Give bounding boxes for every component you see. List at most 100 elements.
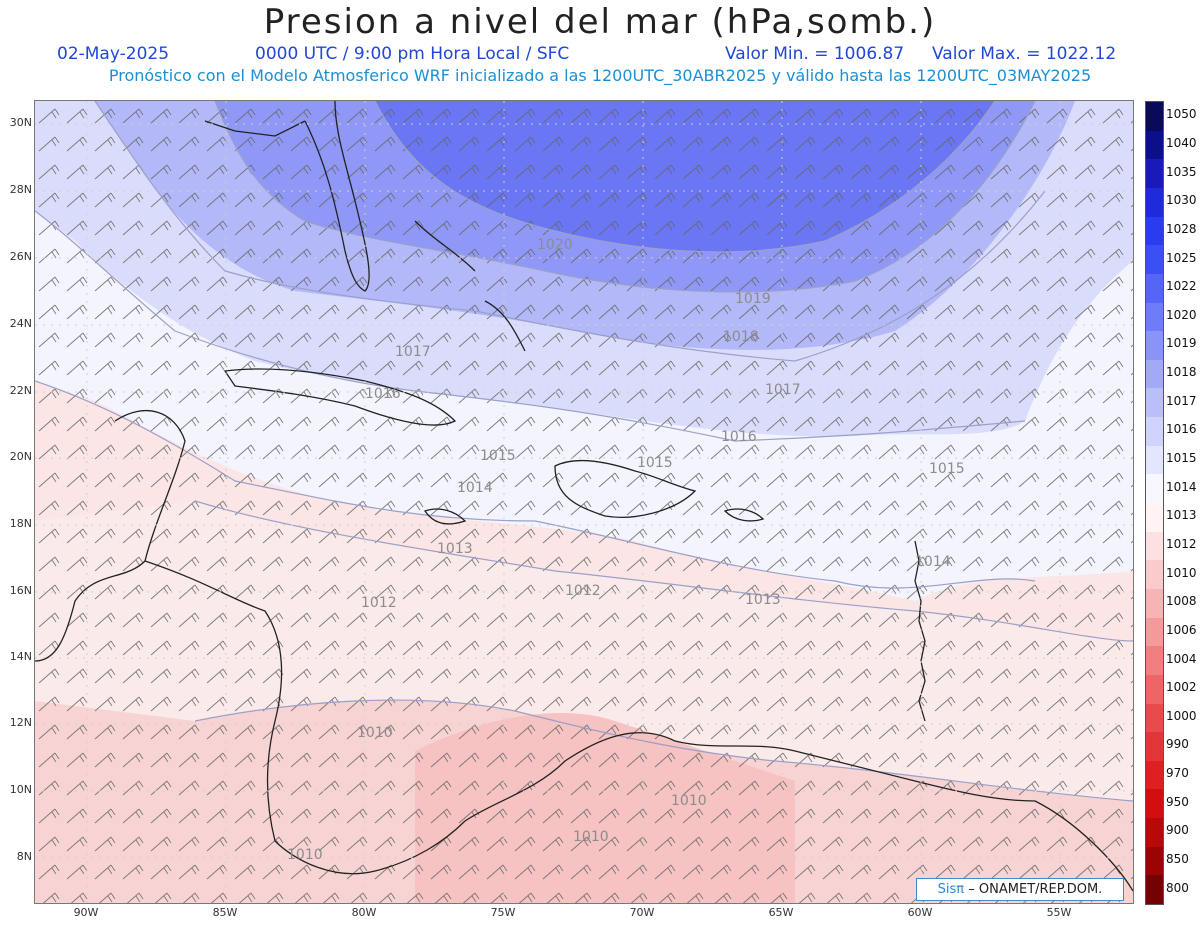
lat-label: 28N — [9, 183, 32, 196]
date-label: 02-May-2025 — [57, 44, 170, 64]
isobar-label: 1015 — [929, 461, 965, 477]
isobar-labels: 1020 1019 1018 1017 1017 1016 1016 1015 … — [287, 237, 965, 863]
colorbar-cell — [1146, 818, 1163, 848]
lat-label: 8N — [16, 850, 32, 863]
colorbar-label: 1025 — [1166, 250, 1197, 265]
lat-label: 12N — [9, 716, 32, 729]
lon-label: 60W — [907, 906, 933, 919]
brand-org-text: – ONAMET/REP.DOM. — [968, 882, 1103, 897]
colorbar-cell — [1146, 560, 1163, 590]
min-value-label: Valor Min. = 1006.87 — [725, 44, 905, 64]
colorbar-cell — [1146, 445, 1163, 475]
colorbar-label: 1016 — [1166, 422, 1197, 437]
lon-label: 55W — [1046, 906, 1072, 919]
isobar-label: 1010 — [671, 793, 707, 809]
colorbar-cell — [1146, 474, 1163, 504]
pressure-map: 1020 1019 1018 1017 1017 1016 1016 1015 … — [35, 101, 1133, 903]
colorbar-cell — [1146, 703, 1163, 733]
lon-label: 70W — [629, 906, 655, 919]
south-america-coast — [464, 732, 1133, 892]
colorbar-cell — [1146, 187, 1163, 218]
coastlines — [35, 101, 1133, 892]
isobar-label: 1016 — [365, 386, 401, 402]
isobar-label: 1017 — [765, 382, 801, 398]
forecast-subtitle: Pronóstico con el Modelo Atmosferico WRF… — [108, 66, 1092, 85]
colorbar-label: 1018 — [1166, 365, 1197, 380]
lat-label: 16N — [9, 584, 32, 597]
colorbar-cell — [1146, 388, 1163, 418]
colorbar-label: 1019 — [1166, 336, 1197, 351]
colorbar-cell — [1146, 875, 1163, 905]
colorbar-cell — [1146, 674, 1163, 704]
lat-label: 10N — [9, 783, 32, 796]
colorbar-cell — [1146, 245, 1163, 275]
isobar-label: 1010 — [357, 725, 393, 741]
time-label: 0000 UTC / 9:00 pm Hora Local / SFC — [255, 44, 570, 64]
colorbar-label: 1050 — [1166, 107, 1197, 122]
isobar-label: 1019 — [735, 291, 771, 307]
colorbar-label: 1022 — [1166, 279, 1197, 294]
colorbar-label: 1000 — [1166, 708, 1197, 723]
colorbar-cell — [1146, 646, 1163, 676]
isobar-label: 1012 — [361, 595, 397, 611]
lon-label: 85W — [212, 906, 238, 919]
colorbar-cell — [1146, 130, 1163, 160]
lat-label: 22N — [9, 384, 32, 397]
colorbar-label: 990 — [1166, 737, 1189, 752]
florida-coast — [304, 101, 370, 292]
colorbar-label: 1004 — [1166, 651, 1197, 666]
colorbar-cell — [1146, 159, 1163, 189]
colorbar-label: 900 — [1166, 823, 1189, 838]
colorbar-cell — [1146, 617, 1163, 647]
lat-label: 26N — [9, 250, 32, 263]
colorbar-label: 1040 — [1166, 135, 1197, 150]
isobar-label: 1016 — [721, 429, 757, 445]
colorbar-cell — [1146, 102, 1163, 132]
colorbar-label: 1014 — [1166, 479, 1197, 494]
colorbar-cell — [1146, 302, 1163, 332]
lat-label: 24N — [9, 317, 32, 330]
colorbar-label: 1013 — [1166, 508, 1197, 523]
lat-label: 18N — [9, 517, 32, 530]
isobar-label: 1015 — [637, 455, 673, 471]
cuba-coast — [223, 368, 457, 426]
lat-label: 30N — [9, 116, 32, 129]
isobar-label: 1017 — [395, 344, 431, 360]
colorbar-label: 950 — [1166, 794, 1189, 809]
colorbar-label: 800 — [1166, 880, 1189, 895]
puerto-rico-coast — [723, 508, 765, 522]
isobar-label: 1018 — [723, 329, 759, 345]
colorbar-label: 1010 — [1166, 565, 1197, 580]
colorbar-label: 1012 — [1166, 536, 1197, 551]
colorbar-label: 1030 — [1166, 193, 1197, 208]
lon-label: 75W — [490, 906, 516, 919]
colorbar-label: 970 — [1166, 766, 1189, 781]
max-value-label: Valor Max. = 1022.12 — [932, 44, 1117, 64]
colorbar-label: 1002 — [1166, 680, 1197, 695]
graticule — [35, 101, 1133, 903]
colorbar-cell — [1146, 531, 1163, 561]
isobar-label: 1010 — [573, 829, 609, 845]
isobar-label: 1014 — [915, 554, 951, 570]
lon-label: 80W — [351, 906, 377, 919]
colorbar-label: 1017 — [1166, 393, 1197, 408]
colorbar-cell — [1146, 588, 1163, 619]
isobar-label: 1014 — [457, 480, 493, 496]
colorbar-label: 1028 — [1166, 221, 1197, 236]
colorbar-cell — [1146, 216, 1163, 246]
jamaica-coast — [423, 508, 467, 525]
isobar-label: 1015 — [480, 448, 516, 464]
colorbar-label: 1020 — [1166, 307, 1197, 322]
isobar-label: 1013 — [437, 541, 473, 557]
colorbar-cell — [1146, 789, 1163, 819]
colorbar-cell — [1146, 503, 1163, 533]
colorbar-label: 1006 — [1166, 622, 1197, 637]
lon-label: 65W — [768, 906, 794, 919]
wind-barbs — [35, 101, 1133, 903]
yucatan-coast — [35, 410, 186, 662]
lon-label: 90W — [73, 906, 99, 919]
colorbar-label: 1015 — [1166, 451, 1197, 466]
colorbar-cell — [1146, 417, 1163, 447]
brand-logo-text: Sisπ — [937, 882, 965, 897]
pressure-colorbar — [1145, 101, 1164, 905]
